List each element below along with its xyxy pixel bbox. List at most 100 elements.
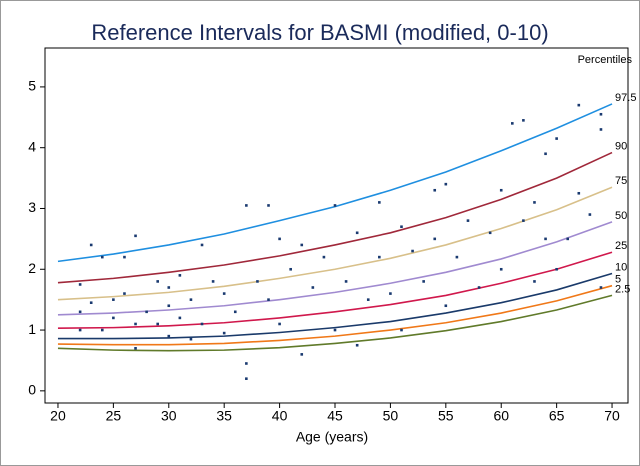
x-tick-label: 45 — [327, 408, 343, 424]
data-point — [577, 191, 581, 195]
data-point — [167, 286, 171, 289]
data-point — [300, 353, 304, 356]
data-point — [100, 328, 104, 332]
line-label: 97.5 — [615, 92, 636, 104]
data-point — [256, 280, 259, 283]
data-point — [156, 322, 159, 326]
line-label: 90 — [615, 140, 627, 152]
y-tick-label: 2 — [28, 260, 36, 276]
data-point — [189, 298, 193, 301]
data-point — [522, 119, 525, 122]
data-point — [322, 255, 326, 259]
data-point — [566, 237, 570, 241]
data-point — [544, 237, 547, 241]
data-point — [455, 255, 459, 259]
data-point — [134, 346, 137, 350]
data-point — [245, 377, 248, 380]
data-point — [300, 243, 304, 247]
x-tick-label: 65 — [549, 408, 565, 424]
data-point — [211, 280, 215, 283]
data-point — [100, 255, 104, 259]
data-point — [112, 316, 115, 320]
data-point — [599, 128, 603, 131]
x-tick-label: 70 — [604, 408, 620, 424]
percentile-line — [57, 151, 613, 284]
data-point — [278, 322, 281, 326]
data-point — [134, 322, 137, 326]
line-label: 2.5 — [615, 283, 630, 295]
data-point — [178, 316, 182, 320]
data-point — [599, 112, 603, 116]
data-point — [599, 286, 603, 289]
data-point — [378, 255, 381, 259]
y-tick-label: 5 — [28, 78, 36, 94]
data-point — [411, 249, 414, 253]
data-point — [400, 225, 403, 229]
data-point — [522, 219, 525, 222]
data-point — [433, 237, 437, 241]
line-label: 75 — [615, 175, 627, 187]
data-point — [355, 231, 359, 235]
data-point — [333, 328, 337, 332]
data-point — [267, 298, 270, 301]
percentile-line — [57, 221, 613, 316]
data-point — [544, 152, 547, 156]
data-point — [89, 243, 93, 247]
line-label: 25 — [615, 240, 627, 252]
data-point — [233, 310, 237, 314]
data-point — [167, 334, 171, 338]
y-tick-label: 4 — [28, 138, 36, 154]
x-axis-label: Age (years) — [296, 429, 368, 445]
data-point — [123, 255, 126, 259]
line-label: 5 — [615, 274, 621, 286]
data-point — [400, 328, 403, 332]
x-tick-label: 60 — [493, 408, 509, 424]
data-point — [555, 267, 558, 271]
data-point — [222, 331, 226, 335]
percentile-line — [57, 272, 613, 340]
data-point — [78, 310, 82, 314]
percentile-line — [57, 186, 613, 301]
data-point — [200, 243, 204, 247]
data-point — [289, 267, 292, 271]
data-point — [499, 267, 503, 271]
data-point — [366, 298, 370, 301]
data-point — [156, 280, 159, 283]
data-point — [422, 280, 425, 283]
data-point — [245, 362, 248, 365]
data-point — [89, 301, 93, 305]
percentile-line — [57, 251, 613, 330]
data-point — [444, 304, 448, 308]
percentile-line — [57, 294, 613, 352]
x-tick-label: 35 — [216, 408, 232, 424]
data-point — [477, 286, 481, 289]
data-point — [444, 182, 448, 186]
data-point — [200, 322, 204, 326]
data-point — [311, 286, 315, 289]
data-point — [555, 137, 558, 140]
data-point — [333, 204, 337, 207]
data-point — [112, 298, 115, 301]
x-tick-label: 40 — [272, 408, 288, 424]
data-point — [355, 343, 359, 347]
data-point — [533, 280, 536, 283]
x-tick-label: 55 — [438, 408, 454, 424]
data-point — [167, 304, 171, 308]
data-point — [178, 274, 182, 277]
y-tick-label: 3 — [28, 199, 36, 215]
y-tick-label: 0 — [28, 382, 36, 398]
data-point — [588, 213, 592, 216]
data-point — [488, 231, 492, 235]
data-point — [222, 292, 226, 295]
data-point — [533, 201, 536, 204]
data-point — [78, 283, 82, 286]
data-point — [267, 204, 270, 207]
data-point — [78, 328, 82, 332]
line-label: 10 — [615, 261, 627, 273]
data-point — [466, 219, 470, 222]
data-point — [123, 292, 126, 295]
data-point — [278, 237, 281, 241]
percentile-line — [57, 284, 613, 346]
data-point — [245, 204, 248, 207]
